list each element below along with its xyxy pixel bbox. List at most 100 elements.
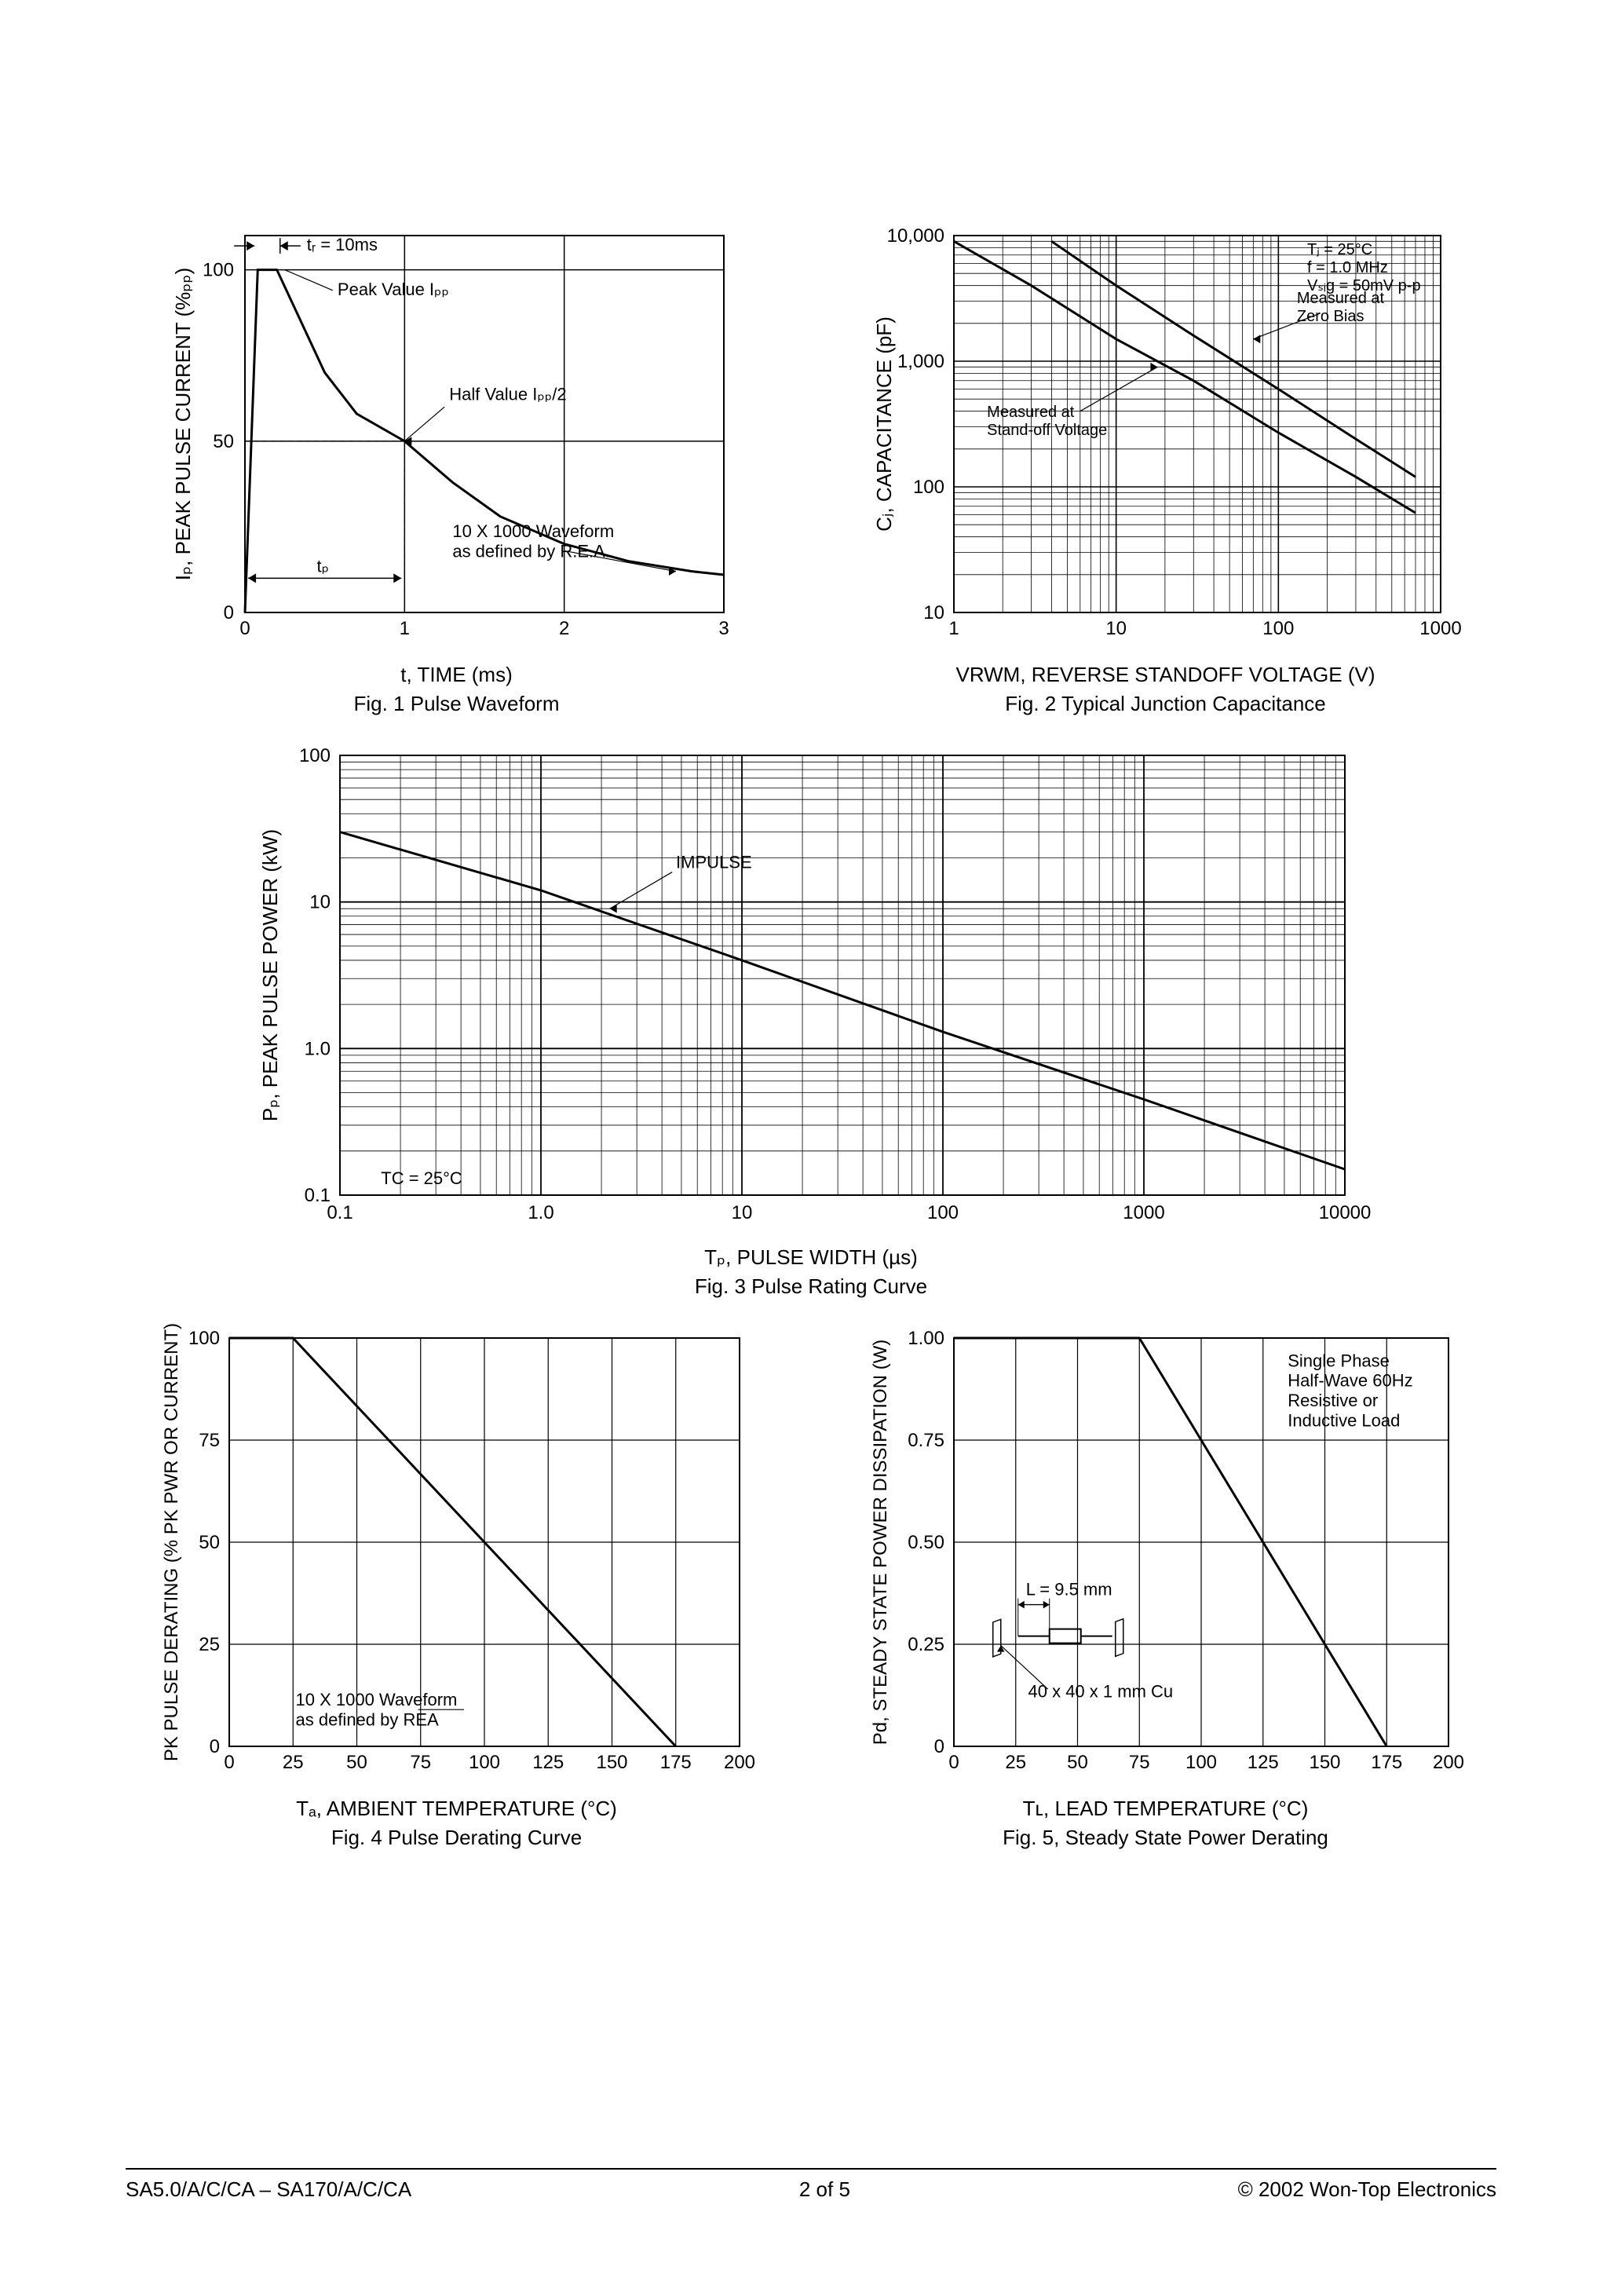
footer-left: SA5.0/A/C/CA – SA170/A/C/CA xyxy=(126,2177,411,2202)
svg-text:25: 25 xyxy=(1005,1752,1026,1773)
svg-text:125: 125 xyxy=(532,1752,564,1773)
fig5-xlabel: Tʟ, LEAD TEMPERATURE (°C) xyxy=(1023,1797,1309,1821)
svg-text:200: 200 xyxy=(1432,1752,1463,1773)
fig2-chart: 1101001000101001,00010,000Cⱼ, CAPACITANC… xyxy=(860,220,1472,660)
fig1-cell: 0 1 2 3 0 50 100 Iₚ, PEAK PULSE CURRENT (%ₚₚ) tᵣ… xyxy=(126,220,787,716)
svg-text:150: 150 xyxy=(1309,1752,1340,1773)
svg-text:100: 100 xyxy=(188,1328,219,1349)
svg-text:Iₚ, PEAK PULSE CURRENT (%ₚₚ): Iₚ, PEAK PULSE CURRENT (%ₚₚ) xyxy=(171,268,195,580)
svg-text:10: 10 xyxy=(309,892,331,913)
fig3-cell: 0.11.0101001000100000.11.010100Pₚ, PEAK … xyxy=(126,740,1496,1299)
svg-text:tₚ: tₚ xyxy=(316,556,329,576)
fig4-caption: Fig. 4 Pulse Derating Curve xyxy=(331,1826,582,1850)
svg-text:100: 100 xyxy=(299,745,331,766)
svg-text:0.25: 0.25 xyxy=(908,1634,944,1655)
svg-text:0: 0 xyxy=(224,1752,234,1773)
svg-text:Tⱼ = 25°C: Tⱼ = 25°C xyxy=(1307,241,1372,258)
svg-text:2: 2 xyxy=(558,618,568,639)
svg-text:25: 25 xyxy=(199,1634,220,1655)
fig4-cell: 02550751001251501752000255075100PK PULSE… xyxy=(126,1322,787,1850)
svg-text:Peak Value Iₚₚ: Peak Value Iₚₚ xyxy=(337,280,448,299)
datasheet-page: 0123050100Iₚ, PEAK PULSE CURRENT (%ₚₚ)tᵣ… xyxy=(0,0,1622,2296)
svg-text:75: 75 xyxy=(1128,1752,1149,1773)
svg-text:0.50: 0.50 xyxy=(908,1532,944,1553)
svg-text:50: 50 xyxy=(199,1532,220,1553)
svg-text:Half Value Iₚₚ/2: Half Value Iₚₚ/2 xyxy=(449,384,566,404)
fig5-cell: 025507510012515017520000.250.500.751.00P… xyxy=(835,1322,1496,1850)
svg-text:Half-Wave 60Hz: Half-Wave 60Hz xyxy=(1288,1371,1412,1391)
svg-text:L = 9.5 mm: L = 9.5 mm xyxy=(1025,1580,1112,1600)
svg-text:125: 125 xyxy=(1247,1752,1278,1773)
svg-text:75: 75 xyxy=(199,1430,220,1451)
svg-text:0: 0 xyxy=(239,618,250,639)
fig2-caption: Fig. 2 Typical Junction Capacitance xyxy=(1005,692,1326,716)
svg-text:10000: 10000 xyxy=(1319,1202,1372,1223)
fig2-xlabel: VRWM, REVERSE STANDOFF VOLTAGE (V) xyxy=(955,663,1375,687)
svg-text:10 X 1000 Waveform: 10 X 1000 Waveform xyxy=(452,521,614,541)
svg-text:50: 50 xyxy=(1067,1752,1088,1773)
svg-text:Measured at: Measured at xyxy=(987,404,1075,421)
svg-text:Measured at: Measured at xyxy=(1296,290,1384,307)
svg-text:0: 0 xyxy=(948,1752,959,1773)
svg-text:10,000: 10,000 xyxy=(886,225,944,247)
svg-text:40 x 40 x 1 mm Cu: 40 x 40 x 1 mm Cu xyxy=(1028,1682,1173,1702)
svg-text:Single Phase: Single Phase xyxy=(1288,1351,1390,1370)
svg-text:200: 200 xyxy=(723,1752,754,1773)
svg-text:10: 10 xyxy=(732,1202,753,1223)
svg-text:100: 100 xyxy=(468,1752,499,1773)
svg-text:100: 100 xyxy=(1262,618,1294,639)
svg-text:Resistive or: Resistive or xyxy=(1288,1391,1378,1410)
svg-text:0: 0 xyxy=(933,1736,944,1757)
svg-text:1000: 1000 xyxy=(1123,1202,1164,1223)
svg-text:50: 50 xyxy=(346,1752,367,1773)
fig3-caption: Fig. 3 Pulse Rating Curve xyxy=(695,1274,927,1299)
fig4-xlabel: Tₐ, AMBIENT TEMPERATURE (°C) xyxy=(296,1797,617,1821)
fig2-cell: 1101001000101001,00010,000Cⱼ, CAPACITANC… xyxy=(835,220,1496,716)
fig3-chart: 0.11.0101001000100000.11.010100Pₚ, PEAK … xyxy=(238,740,1384,1242)
svg-text:Cⱼ, CAPACITANCE (pF): Cⱼ, CAPACITANCE (pF) xyxy=(872,316,896,532)
svg-text:as defined by REA: as defined by REA xyxy=(295,1709,439,1729)
footer-right: © 2002 Won-Top Electronics xyxy=(1238,2177,1496,2202)
svg-text:1.0: 1.0 xyxy=(305,1038,331,1059)
svg-text:0.1: 0.1 xyxy=(327,1202,353,1223)
svg-text:Inductive Load: Inductive Load xyxy=(1288,1410,1400,1430)
svg-text:75: 75 xyxy=(410,1752,431,1773)
svg-text:10: 10 xyxy=(1105,618,1127,639)
svg-text:0: 0 xyxy=(209,1736,219,1757)
svg-text:1,000: 1,000 xyxy=(897,351,944,372)
fig1-xlabel: t, TIME (ms) xyxy=(400,663,513,687)
svg-text:0.1: 0.1 xyxy=(305,1185,331,1206)
svg-text:150: 150 xyxy=(596,1752,627,1773)
svg-text:100: 100 xyxy=(927,1202,959,1223)
svg-text:1000: 1000 xyxy=(1419,618,1461,639)
svg-text:3: 3 xyxy=(718,618,729,639)
svg-text:1.00: 1.00 xyxy=(908,1328,944,1349)
svg-text:50: 50 xyxy=(213,431,234,452)
svg-text:100: 100 xyxy=(912,477,944,498)
svg-text:1: 1 xyxy=(948,618,959,639)
page-footer: SA5.0/A/C/CA – SA170/A/C/CA 2 of 5 © 200… xyxy=(126,2168,1496,2202)
svg-text:1.0: 1.0 xyxy=(528,1202,553,1223)
svg-text:10 X 1000 Waveform: 10 X 1000 Waveform xyxy=(295,1690,457,1709)
svg-text:Stand-off Voltage: Stand-off Voltage xyxy=(987,422,1107,439)
svg-text:f = 1.0 MHz: f = 1.0 MHz xyxy=(1307,259,1388,276)
svg-text:tᵣ = 10ms: tᵣ = 10ms xyxy=(306,235,377,254)
charts-grid: 0123050100Iₚ, PEAK PULSE CURRENT (%ₚₚ)tᵣ… xyxy=(126,220,1496,1850)
svg-text:0: 0 xyxy=(223,602,233,623)
svg-text:as defined by R.E.A.: as defined by R.E.A. xyxy=(452,541,610,561)
svg-text:0.75: 0.75 xyxy=(908,1430,944,1451)
svg-text:Pd, STEADY STATE POWER DISSIPA: Pd, STEADY STATE POWER DISSIPATION (W) xyxy=(870,1340,891,1746)
fig1-chart: 0 1 2 3 0 50 100 Iₚ, PEAK PULSE CURRENT (%ₚₚ) tᵣ… xyxy=(159,220,755,660)
svg-text:100: 100 xyxy=(202,260,233,281)
fig3-xlabel: Tₚ, PULSE WIDTH (µs) xyxy=(704,1245,918,1270)
fig1-caption: Fig. 1 Pulse Waveform xyxy=(353,692,559,716)
svg-text:175: 175 xyxy=(659,1752,691,1773)
fig4-chart: 02550751001251501752000255075100PK PULSE… xyxy=(143,1322,771,1793)
svg-text:PK PULSE DERATING (% PK PWR OR: PK PULSE DERATING (% PK PWR OR CURRENT) xyxy=(161,1323,182,1761)
svg-text:100: 100 xyxy=(1185,1752,1216,1773)
svg-text:1: 1 xyxy=(399,618,409,639)
footer-center: 2 of 5 xyxy=(799,2177,850,2202)
svg-text:IMPULSE: IMPULSE xyxy=(676,853,752,872)
fig5-chart: 025507510012515017520000.250.500.751.00P… xyxy=(852,1322,1480,1793)
svg-text:TC = 25°C: TC = 25°C xyxy=(381,1168,462,1188)
